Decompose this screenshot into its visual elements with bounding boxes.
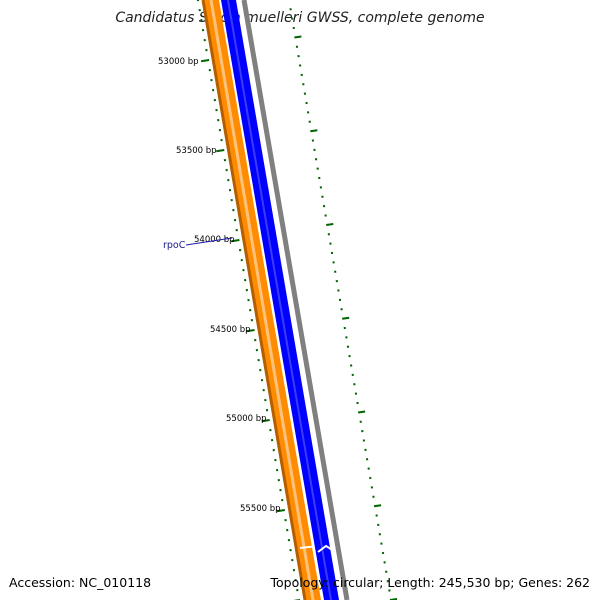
reverse-strand-outline — [201, 0, 307, 600]
gc-dot — [357, 410, 366, 414]
tick-label-53000: 53000 bp — [158, 57, 199, 67]
backbone-ring — [241, 0, 350, 600]
major-tick — [261, 419, 270, 423]
gc-dot — [294, 35, 302, 39]
major-tick — [246, 329, 255, 333]
accession-text: Accession: NC_010118 — [9, 575, 152, 590]
major-tick — [216, 149, 225, 153]
gene-label-leader — [185, 237, 233, 246]
tick-label-55500: 55500 bp — [240, 504, 281, 514]
tick-label-54500: 54500 bp — [210, 325, 251, 335]
tick-label-53500: 53500 bp — [176, 146, 217, 156]
tick-label-54000: 54000 bp — [194, 235, 235, 245]
topology-text: Topology: circular; Length: 245,530 bp; … — [270, 575, 591, 590]
gc-dotted-track — [289, 8, 398, 600]
tick-label-55000: 55000 bp — [226, 414, 267, 424]
gc-dot — [342, 316, 350, 320]
forward-strand-arrow — [317, 544, 335, 553]
major-tick — [200, 59, 210, 63]
gc-dot — [310, 129, 318, 133]
reverse-strand-highlight — [209, 0, 315, 600]
major-tick — [231, 239, 240, 243]
gc-dot — [373, 504, 382, 508]
gc-dot — [326, 222, 334, 226]
tick-marks — [196, 0, 300, 600]
gene-label-rpoC[interactable]: rpoC — [163, 240, 186, 251]
major-tick — [276, 509, 285, 513]
forward-strand-highlight — [227, 0, 332, 600]
